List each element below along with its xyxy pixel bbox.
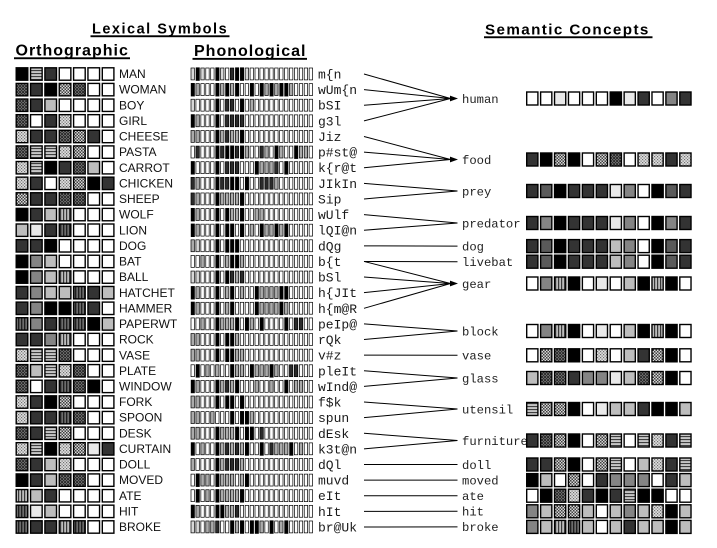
svg-text:HIT: HIT [119,504,139,518]
svg-text:doll: doll [462,459,491,473]
svg-text:livebat: livebat [462,256,513,270]
svg-text:BALL: BALL [119,270,149,284]
svg-text:hIt: hIt [318,505,341,520]
svg-text:LION: LION [119,223,147,237]
svg-text:bSI: bSI [318,99,341,114]
svg-text:DOG: DOG [119,239,146,253]
svg-text:m{n: m{n [318,68,341,83]
svg-text:VASE: VASE [119,348,150,362]
svg-text:WOLF: WOLF [119,208,154,222]
svg-text:Orthographic: Orthographic [16,43,129,60]
svg-text:block: block [462,325,499,339]
svg-text:CURTAIN: CURTAIN [119,442,171,456]
svg-text:Phonological: Phonological [194,43,306,60]
svg-text:ROCK: ROCK [119,333,154,347]
svg-text:wInd@: wInd@ [318,380,357,395]
svg-text:bSl: bSl [318,271,342,286]
svg-text:rQk: rQk [318,333,342,348]
svg-text:BAT: BAT [119,255,142,269]
svg-text:wUlf: wUlf [318,208,349,223]
svg-text:p#st@: p#st@ [318,146,357,161]
svg-text:DOLL: DOLL [119,458,151,472]
svg-text:WINDOW: WINDOW [119,380,172,394]
svg-text:Lexical Symbols: Lexical Symbols [92,22,228,38]
svg-text:muvd: muvd [318,474,349,489]
svg-text:peIp@: peIp@ [318,317,357,332]
svg-text:PAPERWT: PAPERWT [119,317,178,331]
svg-text:BROKE: BROKE [119,520,161,534]
svg-text:pleIt: pleIt [318,364,357,379]
svg-text:MOVED: MOVED [119,473,163,487]
svg-text:human: human [462,93,499,107]
svg-text:k{r@t: k{r@t [318,161,357,176]
svg-text:Jiz: Jiz [318,130,341,145]
svg-text:food: food [462,154,491,168]
svg-text:eIt: eIt [318,489,341,504]
svg-text:MAN: MAN [119,67,146,81]
svg-text:CARROT: CARROT [119,161,170,175]
svg-text:WOMAN: WOMAN [119,83,166,97]
svg-text:utensil: utensil [462,403,513,417]
svg-text:gear: gear [462,278,491,292]
svg-text:JIkIn: JIkIn [318,177,357,192]
svg-text:vase: vase [462,350,491,364]
svg-text:h{m@R: h{m@R [318,302,357,317]
svg-text:br@Uk: br@Uk [318,520,357,535]
svg-text:FORK: FORK [119,395,152,409]
svg-text:wUm{n: wUm{n [318,83,357,98]
svg-text:broke: broke [462,521,499,535]
svg-text:SHEEP: SHEEP [119,192,160,206]
svg-text:dQg: dQg [318,239,341,254]
svg-text:SPOON: SPOON [119,411,162,425]
svg-text:dEsk: dEsk [318,427,349,442]
svg-text:v#z: v#z [318,349,341,364]
svg-text:dog: dog [462,240,484,254]
svg-text:CHICKEN: CHICKEN [119,176,173,190]
svg-text:glass: glass [462,372,499,386]
svg-text:g3l: g3l [318,114,342,129]
svg-text:dQl: dQl [318,458,342,473]
svg-text:PLATE: PLATE [119,364,156,378]
svg-text:spun: spun [318,411,349,426]
svg-text:ATE: ATE [119,489,141,503]
svg-text:moved: moved [462,474,499,488]
svg-text:lQI@n: lQI@n [318,224,357,239]
svg-text:BOY: BOY [119,98,144,112]
svg-text:predator: predator [462,217,521,231]
svg-text:k3t@n: k3t@n [318,442,357,457]
svg-text:h{JIt: h{JIt [318,286,357,301]
svg-text:HAMMER: HAMMER [119,301,173,315]
svg-text:hit: hit [462,506,484,520]
svg-text:CHEESE: CHEESE [119,130,168,144]
svg-text:ate: ate [462,490,484,504]
svg-text:PASTA: PASTA [119,145,157,159]
svg-text:b{t: b{t [318,255,341,270]
svg-text:HATCHET: HATCHET [119,286,175,300]
svg-text:GIRL: GIRL [119,114,147,128]
svg-text:f$k: f$k [318,396,342,411]
svg-text:DESK: DESK [119,426,152,440]
svg-text:furniture: furniture [462,435,528,449]
svg-text:Semantic Concepts: Semantic Concepts [485,22,650,39]
svg-text:prey: prey [462,185,491,199]
svg-text:Sip: Sip [318,192,341,207]
